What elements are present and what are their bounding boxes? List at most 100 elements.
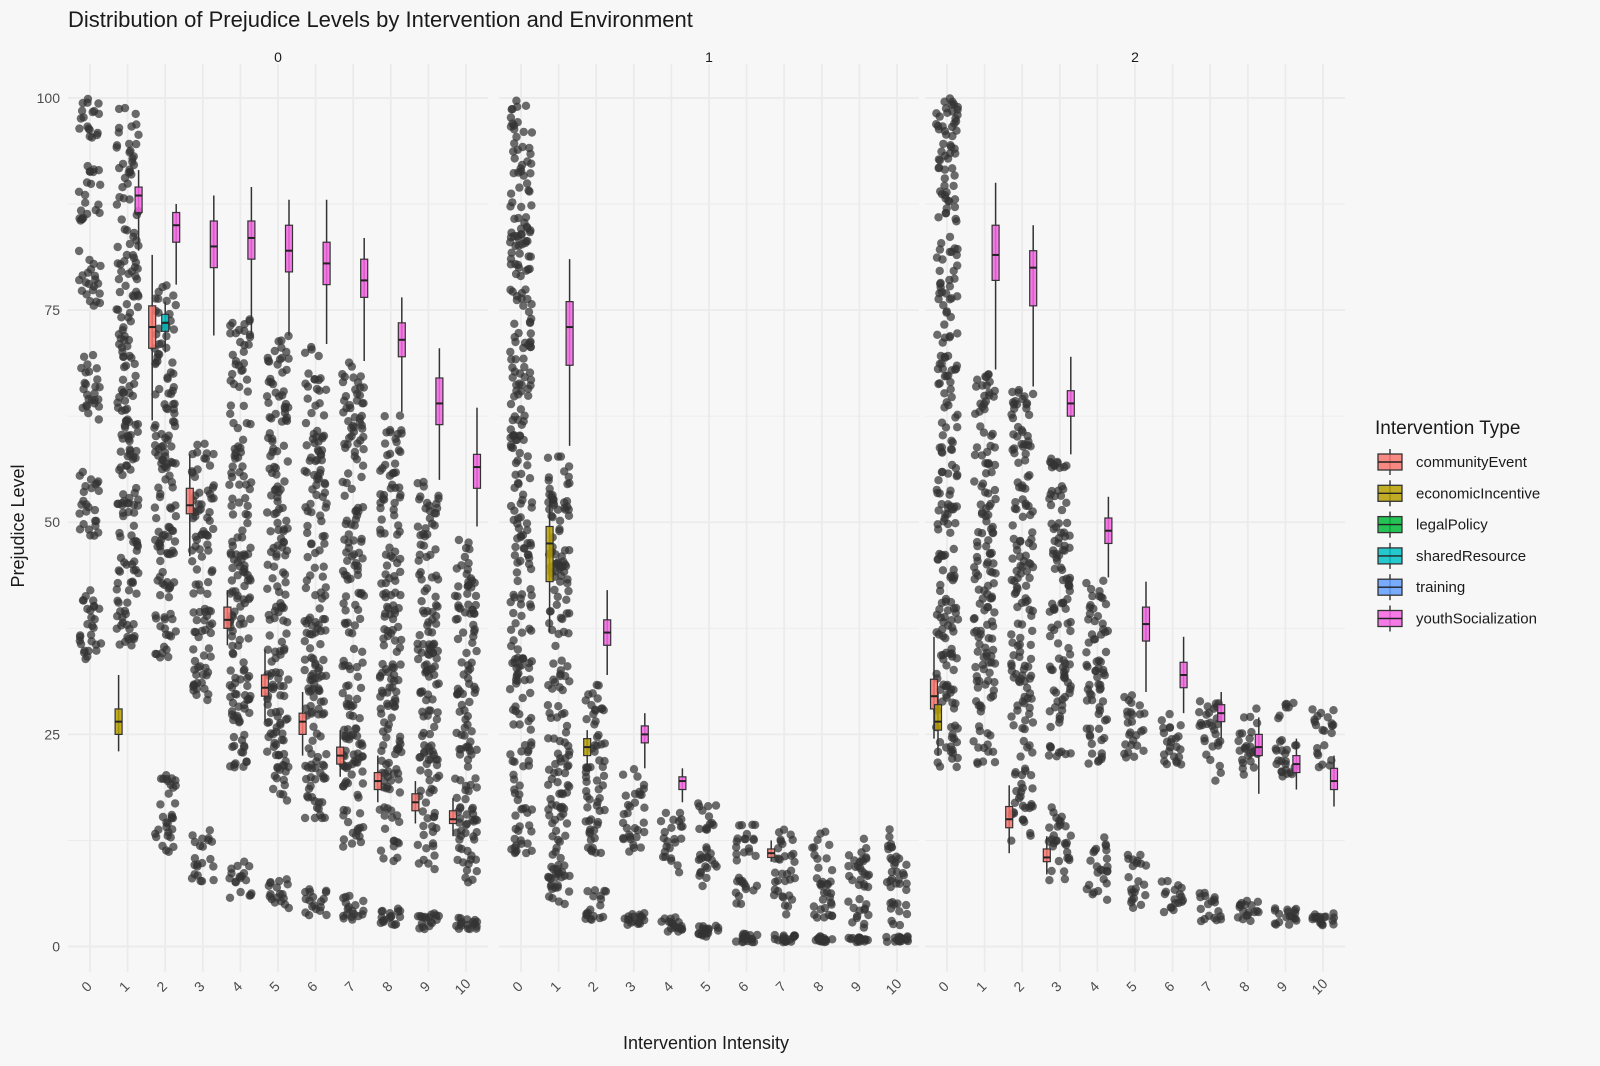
data-point: [940, 174, 949, 183]
data-point: [352, 724, 361, 733]
data-point: [976, 626, 985, 636]
data-point: [582, 763, 591, 773]
data-point: [278, 503, 287, 513]
data-point: [1096, 865, 1105, 874]
data-point: [388, 480, 397, 489]
x-tick-label: 1: [116, 978, 133, 995]
data-point: [79, 496, 88, 506]
data-point: [229, 732, 239, 742]
data-point: [974, 722, 984, 731]
data-point: [469, 832, 478, 841]
data-point: [1008, 387, 1017, 397]
data-point: [274, 751, 284, 760]
data-point: [118, 470, 127, 480]
data-point: [1085, 680, 1094, 690]
data-point: [1059, 867, 1069, 876]
data-point: [117, 267, 126, 276]
data-point: [396, 554, 405, 564]
data-point: [583, 843, 593, 852]
data-point: [514, 328, 523, 338]
box-economicIncentive: [933, 691, 943, 756]
data-point: [943, 154, 953, 163]
data-point: [465, 697, 474, 707]
data-point: [549, 734, 559, 743]
data-point: [310, 563, 319, 572]
data-point: [263, 747, 272, 756]
data-point: [511, 619, 520, 628]
legend-entry-sharedResource: sharedResource: [1377, 542, 1526, 569]
data-point: [76, 114, 86, 123]
x-tick-label: 10: [882, 975, 904, 997]
data-point: [155, 384, 164, 394]
data-point: [935, 359, 944, 368]
box-communityEvent: [767, 840, 776, 862]
box-youthSocialization: [284, 199, 294, 336]
data-point: [284, 675, 293, 684]
data-point: [1327, 728, 1336, 738]
data-point: [1316, 708, 1326, 718]
data-point: [425, 501, 434, 511]
data-point: [228, 563, 237, 573]
data-point: [1157, 716, 1167, 725]
data-point: [552, 843, 561, 852]
data-point: [385, 425, 395, 435]
data-point: [527, 591, 536, 600]
data-point: [156, 542, 165, 551]
data-point: [163, 374, 172, 383]
data-point: [562, 609, 571, 618]
data-point: [1133, 856, 1142, 865]
data-point: [518, 531, 528, 540]
data-point: [85, 125, 94, 134]
box-youthSocialization: [991, 182, 1000, 370]
data-point: [228, 648, 237, 658]
data-point: [1021, 499, 1030, 508]
data-point: [241, 509, 250, 519]
data-point: [189, 645, 198, 654]
data-point: [599, 771, 609, 781]
box-youthSocialization: [134, 170, 143, 251]
data-point: [986, 441, 995, 451]
data-point: [266, 889, 275, 899]
data-point: [975, 640, 984, 649]
data-point: [457, 700, 467, 710]
data-point: [506, 122, 516, 131]
data-point: [732, 899, 741, 908]
data-point: [380, 439, 390, 448]
data-point: [381, 570, 390, 579]
boxes: [545, 259, 776, 862]
data-point: [509, 608, 518, 618]
data-point: [1090, 846, 1099, 855]
data-point: [415, 550, 424, 559]
legend-entry-label: youthSocialization: [1416, 611, 1537, 628]
data-point: [310, 813, 320, 823]
data-point: [273, 893, 282, 902]
data-point: [241, 494, 250, 503]
data-point: [526, 169, 535, 178]
data-point: [950, 274, 959, 283]
data-point: [988, 691, 998, 701]
data-point: [353, 561, 362, 571]
data-point: [306, 773, 316, 782]
data-point: [422, 696, 431, 705]
data-point: [990, 460, 1000, 470]
data-point: [1174, 732, 1183, 741]
data-point: [344, 543, 354, 553]
legend-entry-label: legalPolicy: [1416, 517, 1488, 534]
data-point: [358, 779, 368, 788]
data-point: [118, 613, 127, 622]
data-point: [133, 420, 143, 429]
data-point: [1020, 456, 1030, 465]
facet-strip-label: 0: [274, 49, 282, 65]
data-point: [273, 518, 282, 528]
data-point: [1012, 400, 1022, 409]
data-point: [770, 868, 780, 877]
data-point: [902, 879, 911, 888]
data-point: [592, 680, 601, 690]
data-point: [560, 546, 570, 555]
data-point: [1028, 748, 1037, 757]
point-cluster-0: [74, 94, 106, 664]
data-point: [433, 708, 442, 717]
data-point: [421, 668, 430, 677]
data-point: [597, 704, 607, 713]
data-point: [116, 607, 125, 616]
